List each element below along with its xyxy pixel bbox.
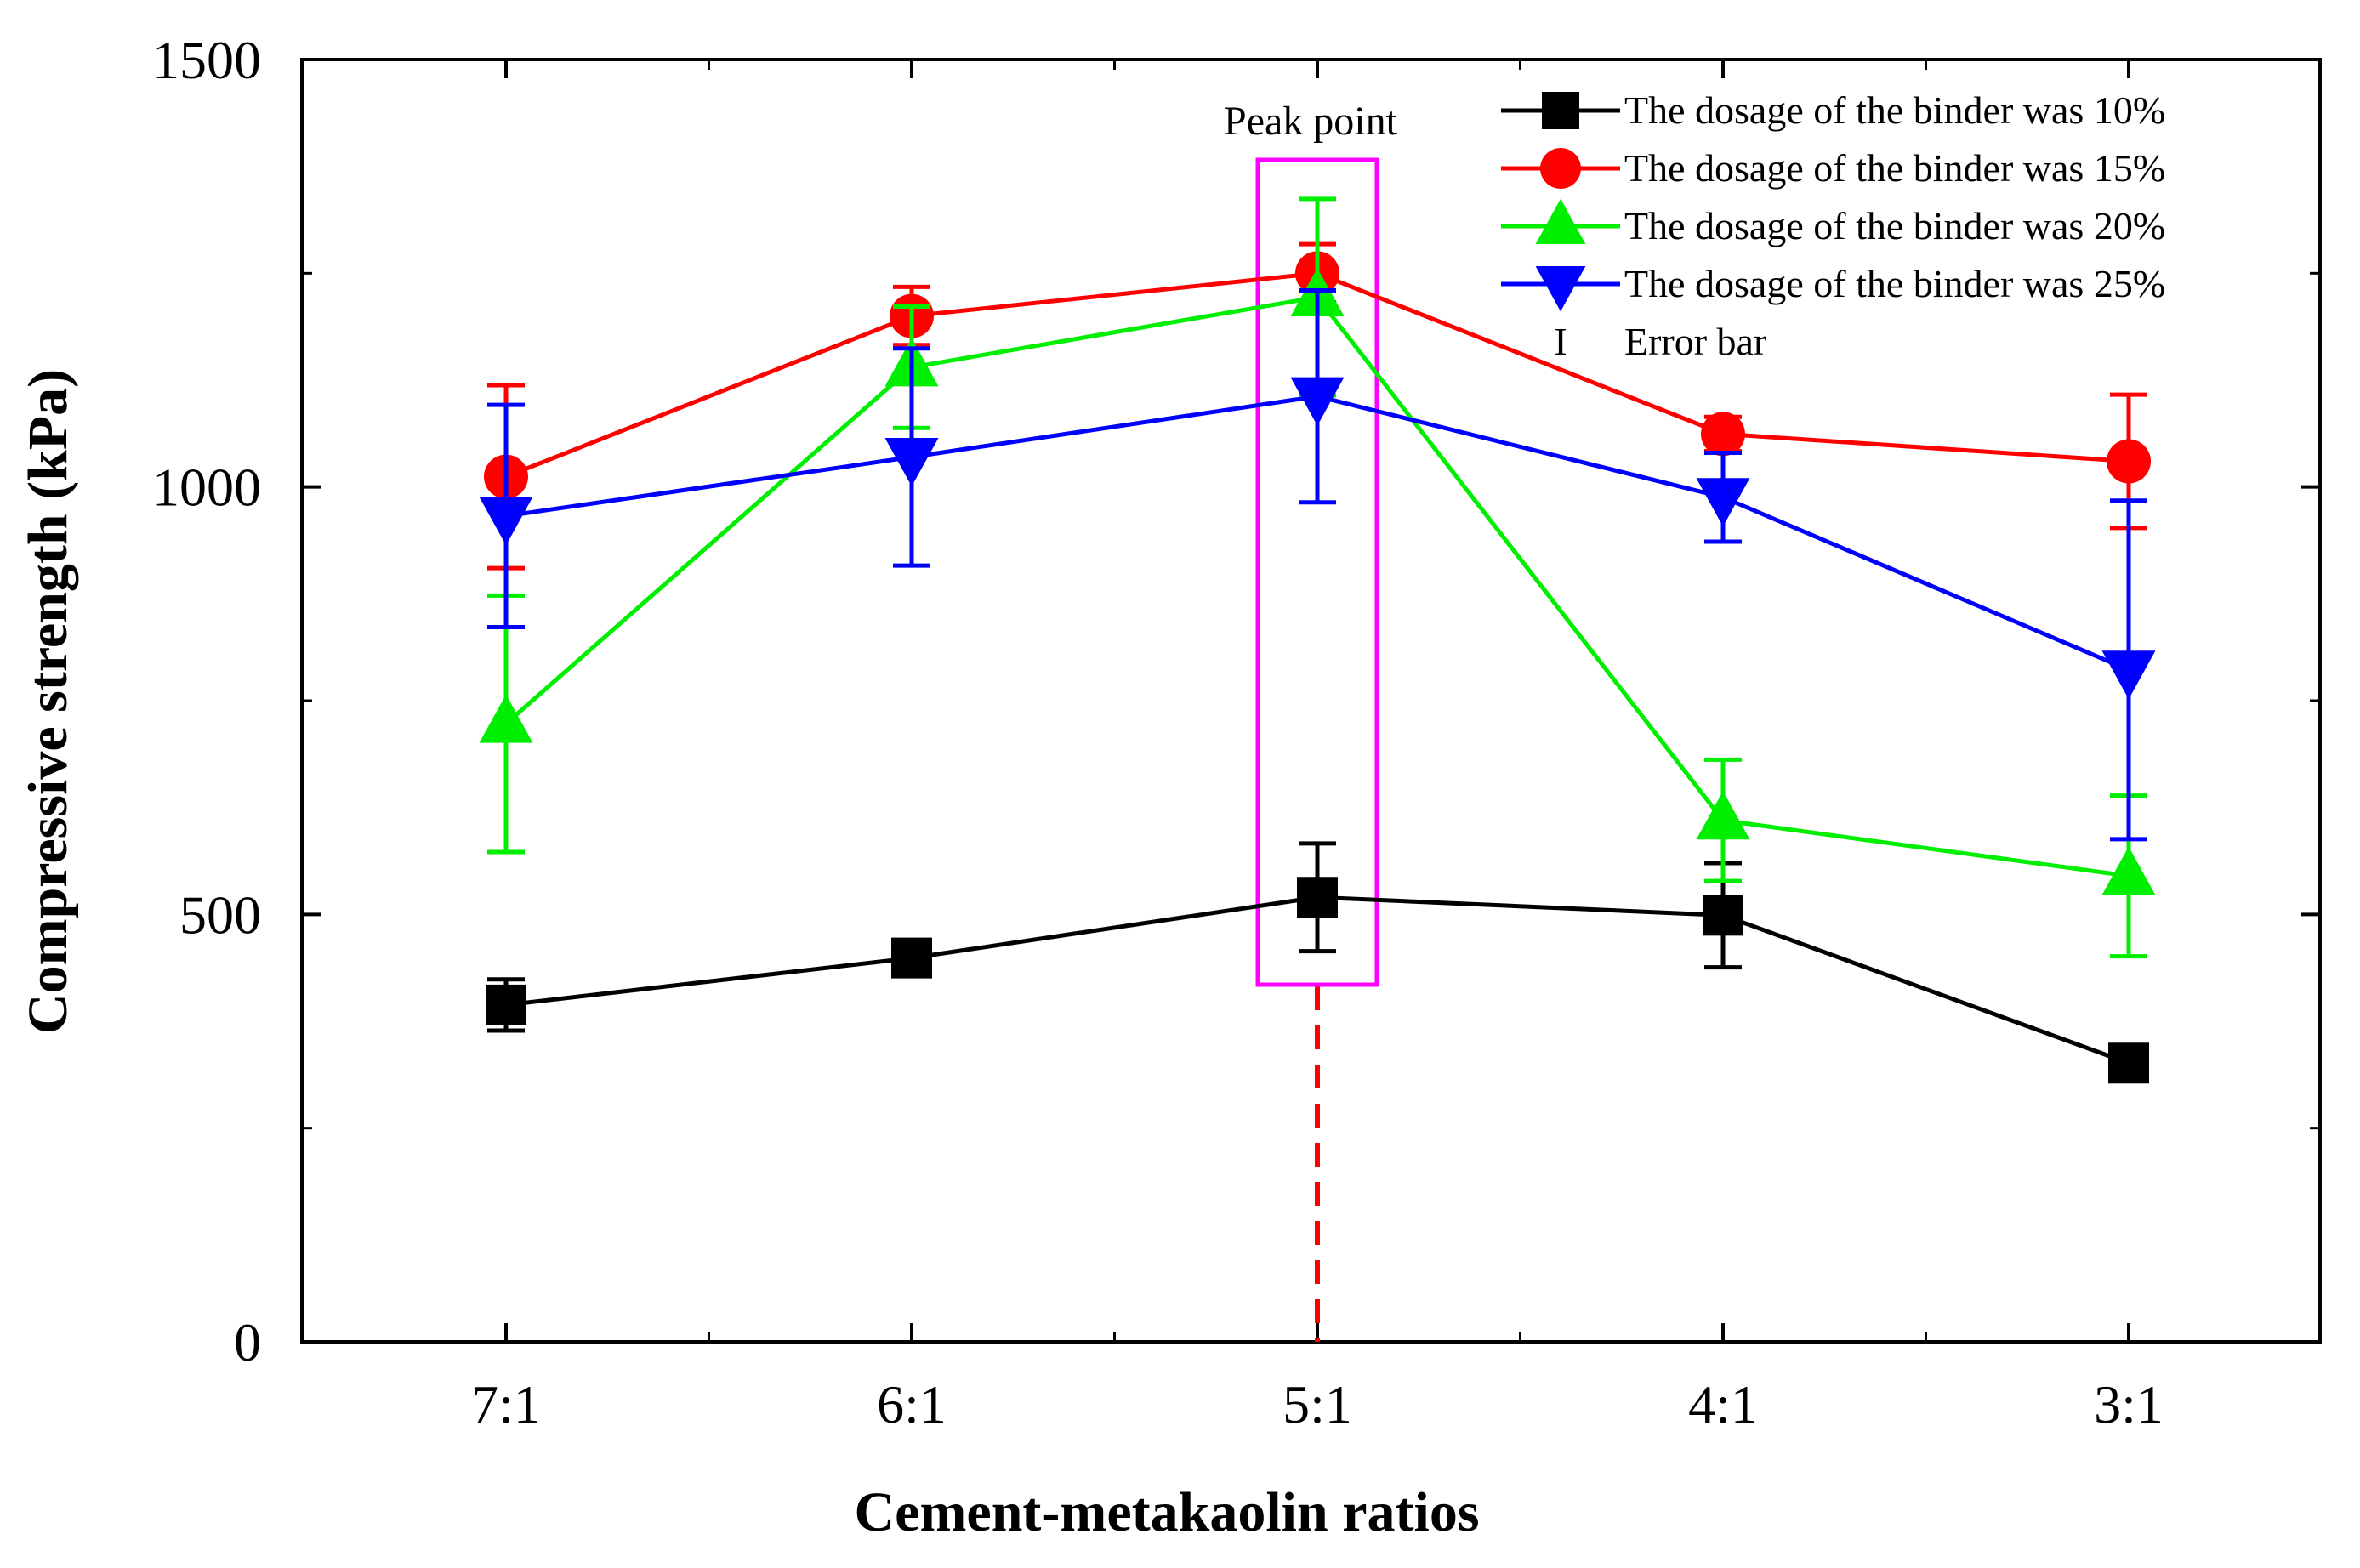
legend-error-label: Error bar <box>1624 320 1766 363</box>
data-point <box>2101 846 2156 895</box>
data-point <box>1703 895 1743 936</box>
legend-label: The dosage of the binder was 15% <box>1624 146 2165 190</box>
legend-label: The dosage of the binder was 25% <box>1624 262 2165 305</box>
legend-error-symbol: I <box>1554 320 1567 363</box>
data-point <box>1290 377 1345 426</box>
data-point <box>884 437 939 486</box>
x-tick-label: 6:1 <box>877 1374 947 1434</box>
data-point <box>1696 791 1750 840</box>
data-point <box>1696 478 1750 527</box>
axis-ticks: 7:1 6:1 5:1 4:1 3:1 0 500 1000 1500 <box>152 30 2320 1434</box>
data-point <box>2107 439 2151 484</box>
y-axis-title: Compressive strength (kPa) <box>17 369 79 1034</box>
data-point <box>479 497 533 546</box>
data-point <box>2108 1042 2149 1084</box>
x-tick-label: 4:1 <box>1688 1374 1758 1434</box>
data-point <box>2101 650 2156 700</box>
legend-label: The dosage of the binder was 20% <box>1624 204 2165 247</box>
y-tick-label: 1000 <box>152 457 261 518</box>
legend-marker <box>1535 198 1586 244</box>
annotations: Peak point <box>1224 99 1398 1342</box>
data-point <box>479 694 533 743</box>
x-tick-label: 7:1 <box>471 1374 541 1434</box>
legend-marker <box>1540 148 1581 189</box>
x-tick-label: 5:1 <box>1282 1374 1352 1434</box>
data-point <box>1701 412 1745 457</box>
legend-marker <box>1535 266 1586 312</box>
data-point <box>1297 877 1338 918</box>
y-tick-label: 1500 <box>152 30 261 90</box>
x-tick-label: 3:1 <box>2094 1374 2164 1434</box>
y-tick-label: 500 <box>179 884 261 945</box>
y-tick-label: 0 <box>234 1312 261 1372</box>
data-point <box>891 937 932 979</box>
data-point <box>486 984 526 1025</box>
legend-marker <box>1542 92 1579 129</box>
x-axis-title: Cement-metakaolin ratios <box>854 1481 1479 1543</box>
plot-frame <box>300 58 2322 1344</box>
series-layer <box>479 196 2156 1084</box>
series-group <box>479 287 2156 842</box>
legend: The dosage of the binder was 10% The dosa… <box>1501 88 2165 363</box>
peak-highlight-box <box>1255 157 1379 987</box>
legend-label: The dosage of the binder was 10% <box>1624 88 2165 132</box>
peak-point-label: Peak point <box>1224 99 1398 144</box>
